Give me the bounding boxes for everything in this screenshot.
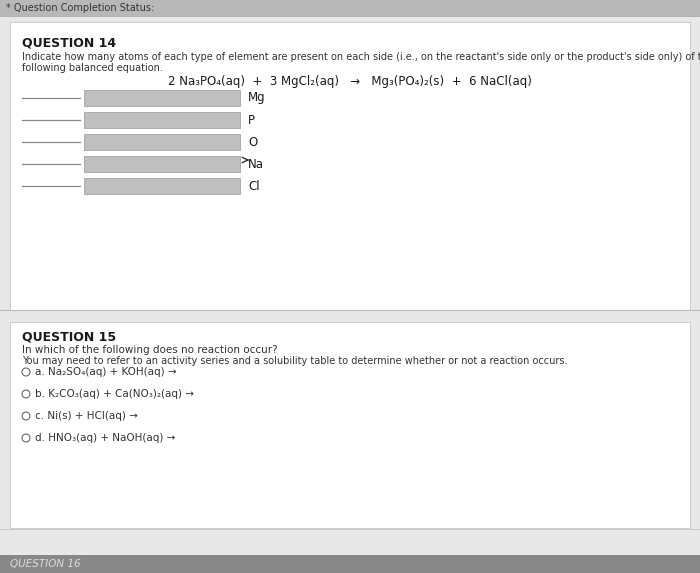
Text: In which of the following does no reaction occur?: In which of the following does no reacti…: [22, 345, 278, 355]
Bar: [10, 322, 690, 528]
Text: You may need to refer to an activity series and a solubility table to determine : You may need to refer to an activity ser…: [22, 356, 568, 366]
Bar: [0, 0, 700, 16]
Bar: [84, 178, 240, 194]
Text: QUESTION 15: QUESTION 15: [22, 330, 116, 343]
Text: QUESTION 14: QUESTION 14: [22, 36, 116, 49]
Bar: [84, 134, 240, 150]
Text: Cl: Cl: [248, 179, 260, 193]
Bar: [84, 156, 240, 172]
Bar: [0, 529, 700, 573]
Text: QUESTION 16: QUESTION 16: [10, 559, 80, 569]
Bar: [10, 22, 690, 310]
Text: c. Ni(s) + HCl(aq) →: c. Ni(s) + HCl(aq) →: [35, 411, 138, 421]
Bar: [84, 112, 240, 128]
Text: b. K₂CO₃(aq) + Ca(NO₃)₂(aq) →: b. K₂CO₃(aq) + Ca(NO₃)₂(aq) →: [35, 389, 194, 399]
Text: Mg: Mg: [248, 92, 265, 104]
Bar: [0, 555, 700, 573]
Text: Indicate how many atoms of each type of element are present on each side (i.e., : Indicate how many atoms of each type of …: [22, 52, 700, 62]
Text: following balanced equation.: following balanced equation.: [22, 63, 163, 73]
Text: P: P: [248, 113, 255, 127]
Text: a. Na₂SO₄(aq) + KOH(aq) →: a. Na₂SO₄(aq) + KOH(aq) →: [35, 367, 176, 377]
Text: 2 Na₃PO₄(aq)  +  3 MgCl₂(aq)   →   Mg₃(PO₄)₂(s)  +  6 NaCl(aq): 2 Na₃PO₄(aq) + 3 MgCl₂(aq) → Mg₃(PO₄)₂(s…: [168, 76, 532, 88]
Text: d. HNO₃(aq) + NaOH(aq) →: d. HNO₃(aq) + NaOH(aq) →: [35, 433, 176, 443]
Text: O: O: [248, 135, 258, 148]
Text: * Question Completion Status:: * Question Completion Status:: [6, 3, 154, 13]
Bar: [84, 90, 240, 106]
Text: Na: Na: [248, 158, 264, 171]
